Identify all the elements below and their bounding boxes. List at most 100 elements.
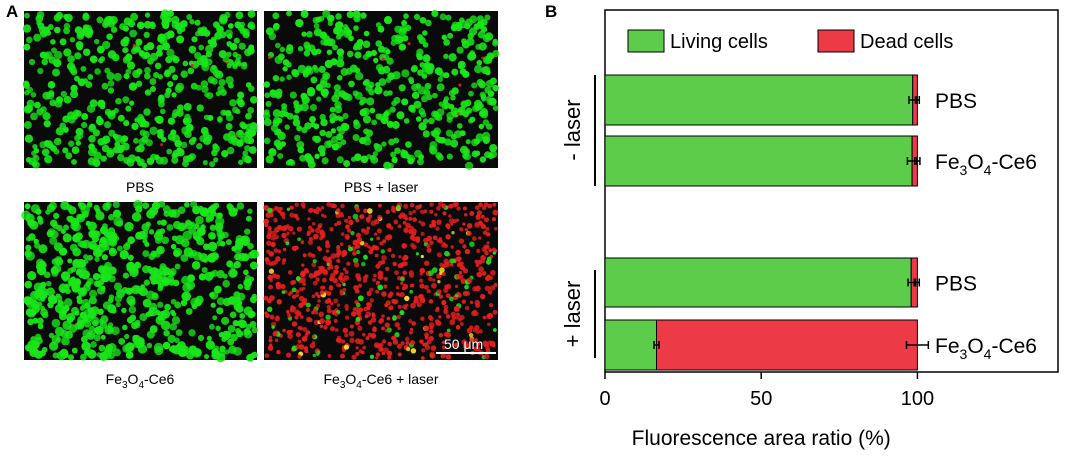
cell-dot: [27, 318, 34, 326]
cell-dot: [404, 295, 410, 302]
cell-dot: [216, 307, 224, 315]
cell-dot: [305, 65, 312, 72]
cell-dot: [402, 35, 409, 42]
cell-dot: [471, 236, 477, 241]
cell-dot: [336, 75, 343, 81]
cell-dot: [294, 245, 299, 250]
cell-dot: [48, 56, 57, 64]
cell-dot: [339, 291, 345, 296]
cell-dot: [106, 72, 115, 81]
cell-dot: [352, 213, 359, 220]
cell-dot: [220, 241, 226, 247]
cell-dot: [81, 121, 88, 129]
cell-dot: [197, 27, 204, 34]
cell-dot: [183, 102, 192, 111]
cell-dot: [157, 74, 164, 80]
cell-dot: [472, 309, 477, 314]
cell-dot: [332, 44, 338, 51]
cell-dot: [489, 77, 498, 85]
cell-dot: [441, 340, 446, 344]
cell-dot: [474, 259, 479, 264]
cell-dot: [293, 213, 299, 219]
cell-dot: [403, 254, 407, 259]
cell-dot: [420, 254, 424, 259]
cell-dot: [445, 234, 451, 240]
cell-dot: [471, 138, 479, 147]
cell-dot: [352, 251, 357, 256]
cell-dot: [336, 220, 342, 226]
cell-dot: [64, 283, 71, 289]
cell-dot: [394, 147, 401, 154]
cell-dot: [367, 51, 373, 57]
cell-dot: [410, 107, 416, 114]
cell-dot: [312, 64, 318, 71]
cell-dot: [63, 48, 72, 57]
cell-dot: [369, 287, 374, 292]
cell-dot: [107, 80, 115, 87]
cell-dot: [89, 55, 98, 64]
cell-dot: [420, 231, 425, 236]
cell-dot: [357, 325, 363, 331]
cell-dot: [299, 326, 304, 331]
cell-dot: [466, 37, 475, 46]
cell-dot: [174, 301, 182, 309]
cell-dot: [46, 91, 55, 100]
cell-dot: [297, 46, 304, 52]
cell-dot: [333, 318, 338, 323]
cell-dot: [401, 20, 408, 26]
cell-dot: [413, 297, 420, 304]
cell-dot: [411, 64, 418, 72]
cell-dot: [415, 252, 419, 256]
cell-dot: [29, 309, 37, 317]
cell-dot: [316, 303, 320, 308]
cell-dot: [449, 263, 454, 267]
cell-dot: [297, 339, 302, 344]
cell-dot: [188, 251, 195, 259]
cell-dot: [270, 241, 276, 248]
cell-dot: [315, 210, 320, 215]
cell-dot: [493, 282, 498, 287]
cell-dot: [462, 268, 469, 274]
cell-dot: [394, 322, 400, 328]
cell-dot: [287, 270, 293, 275]
cell-dot: [342, 112, 349, 119]
cell-dot: [75, 140, 82, 146]
cell-dot: [52, 222, 59, 229]
cell-dot: [272, 24, 280, 31]
cell-dot: [183, 202, 190, 208]
cell-dot: [421, 73, 428, 79]
cell-dot: [487, 322, 491, 327]
cell-dot: [127, 236, 135, 244]
cell-dot: [346, 10, 354, 19]
cell-dot: [49, 236, 58, 245]
cell-dot: [97, 99, 106, 108]
cell-dot: [385, 266, 390, 271]
cell-dot: [240, 135, 248, 143]
cell-dot: [431, 129, 440, 138]
cell-dot: [165, 87, 172, 94]
cell-dot: [466, 223, 473, 229]
cell-dot: [127, 20, 136, 28]
cell-dot: [67, 55, 75, 63]
cell-dot: [80, 65, 87, 72]
cell-dot: [304, 349, 309, 354]
cell-dot: [122, 25, 129, 32]
cell-dot: [210, 210, 217, 217]
cell-dot: [326, 262, 330, 267]
cell-dot: [113, 216, 123, 227]
cell-dot: [114, 295, 123, 303]
cell-dot: [52, 68, 60, 77]
cell-dot: [452, 202, 458, 208]
cell-dot: [383, 16, 393, 25]
cell-dot: [373, 273, 377, 278]
cell-dot: [354, 153, 362, 161]
cell-dot: [216, 297, 225, 306]
cell-dot: [206, 92, 214, 100]
cell-dot: [340, 122, 349, 131]
cell-dot: [445, 354, 452, 360]
cell-dot: [107, 50, 117, 59]
cell-dot: [333, 89, 342, 98]
cell-dot: [403, 306, 408, 310]
cell-dot: [176, 35, 185, 44]
cell-dot: [344, 333, 349, 338]
